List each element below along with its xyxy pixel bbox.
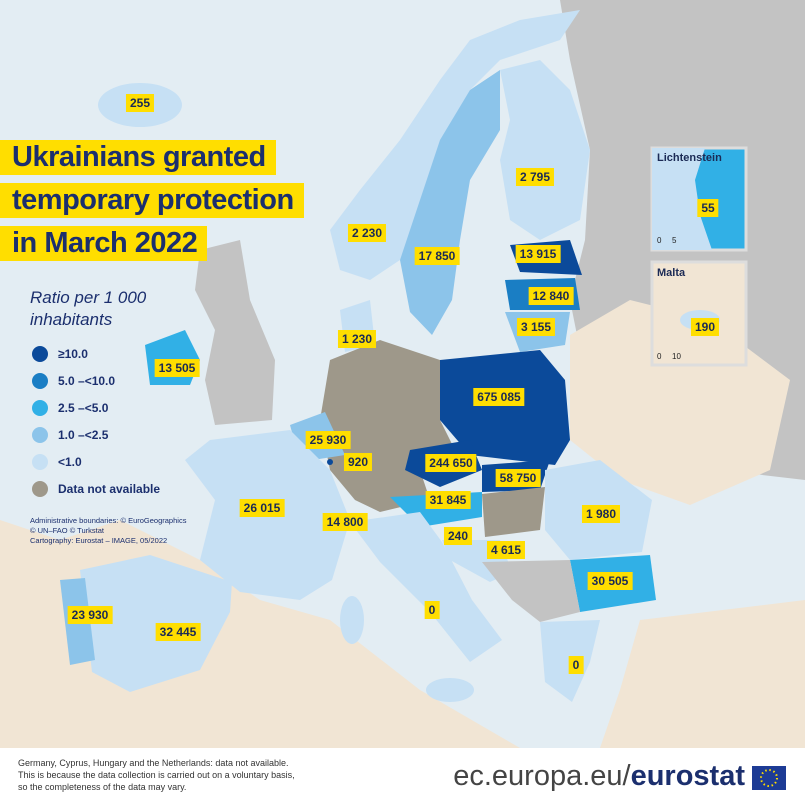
poland	[440, 350, 570, 465]
map-label: 190	[690, 318, 720, 336]
credit: Administrative boundaries: © EuroGeograp…	[30, 516, 187, 525]
map-label: 3 155	[516, 318, 556, 336]
sweden	[400, 70, 500, 335]
inset-title: Lichtenstein	[657, 152, 722, 164]
map-label: 17 850	[414, 247, 460, 265]
sardinia	[340, 596, 364, 644]
sicily	[426, 678, 474, 702]
finland	[500, 60, 590, 240]
scale-label: 10	[672, 352, 681, 361]
brand-domain: ec.europa.eu/	[453, 760, 631, 792]
map-label: 25 930	[305, 431, 351, 449]
legend-swatch	[32, 454, 48, 470]
footer-band	[0, 748, 805, 805]
norway	[330, 10, 580, 280]
footnote: so the completeness of the data may vary…	[18, 782, 187, 792]
map-label: 675 085	[473, 388, 525, 406]
map-label: 13 915	[515, 245, 561, 263]
land	[600, 600, 805, 748]
map-label: 920	[343, 453, 373, 471]
map-label: 32 445	[155, 623, 201, 641]
legend-title: Ratio per 1 000	[30, 288, 147, 307]
legend-title: inhabitants	[30, 310, 113, 329]
brand: ec.europa.eu/eurostat	[453, 760, 745, 793]
scale-label: 5	[672, 236, 677, 245]
footnote: This is because the data collection is c…	[18, 770, 295, 780]
map-label: 13 505	[154, 359, 200, 377]
credit: © UN–FAO © Turkstat	[30, 526, 104, 535]
map-label: 4 615	[486, 541, 526, 559]
italy	[350, 512, 502, 662]
legend-item: 2.5 –<5.0	[58, 401, 109, 415]
legend-item: <1.0	[58, 455, 82, 469]
map-label: 12 840	[528, 287, 574, 305]
brand-name: eurostat	[630, 760, 745, 792]
map-label: 240	[443, 527, 473, 545]
map-label: 244 650	[425, 454, 477, 472]
map-label: 30 505	[587, 572, 633, 590]
eu-stars	[760, 769, 778, 787]
map-label: 14 800	[322, 513, 368, 531]
title-line: in March 2022	[0, 226, 208, 261]
map-label: 0	[568, 656, 584, 674]
legend-item: 1.0 –<2.5	[58, 428, 109, 442]
title-line: temporary protection	[0, 183, 304, 218]
legend-swatch	[32, 373, 48, 389]
legend-swatch	[32, 346, 48, 362]
map-label: 58 750	[495, 469, 541, 487]
legend-item: ≥10.0	[58, 347, 88, 361]
map-label: 2 795	[515, 168, 555, 186]
legend-item: 5.0 –<10.0	[58, 374, 116, 388]
credit: Cartography: Eurostat – IMAGE, 05/2022	[30, 536, 168, 545]
inset-land	[652, 148, 712, 250]
map-label: 31 845	[425, 491, 471, 509]
non-eu	[195, 240, 275, 425]
scale-label: 0	[657, 236, 662, 245]
map-label: 255	[125, 94, 155, 112]
map-label: 2 230	[347, 224, 387, 242]
luxembourg	[327, 459, 333, 465]
hungary	[482, 487, 545, 537]
map-label: 1 230	[337, 330, 377, 348]
legend-swatch	[32, 481, 48, 497]
footnote: Germany, Cyprus, Hungary and the Netherl…	[18, 758, 289, 768]
map-label: 0	[424, 601, 440, 619]
map-label: 23 930	[67, 606, 113, 624]
legend-swatch	[32, 427, 48, 443]
inset-title: Malta	[657, 267, 686, 279]
map-label: 26 015	[239, 499, 285, 517]
legend-swatch	[32, 400, 48, 416]
non-eu	[482, 560, 580, 622]
scale-label: 0	[657, 352, 662, 361]
title-line: Ukrainians granted	[0, 140, 276, 175]
map-label: 1 980	[581, 505, 621, 523]
legend-item: Data not available	[58, 482, 161, 496]
eu-flag	[752, 766, 786, 790]
map-label: 55	[697, 199, 719, 217]
